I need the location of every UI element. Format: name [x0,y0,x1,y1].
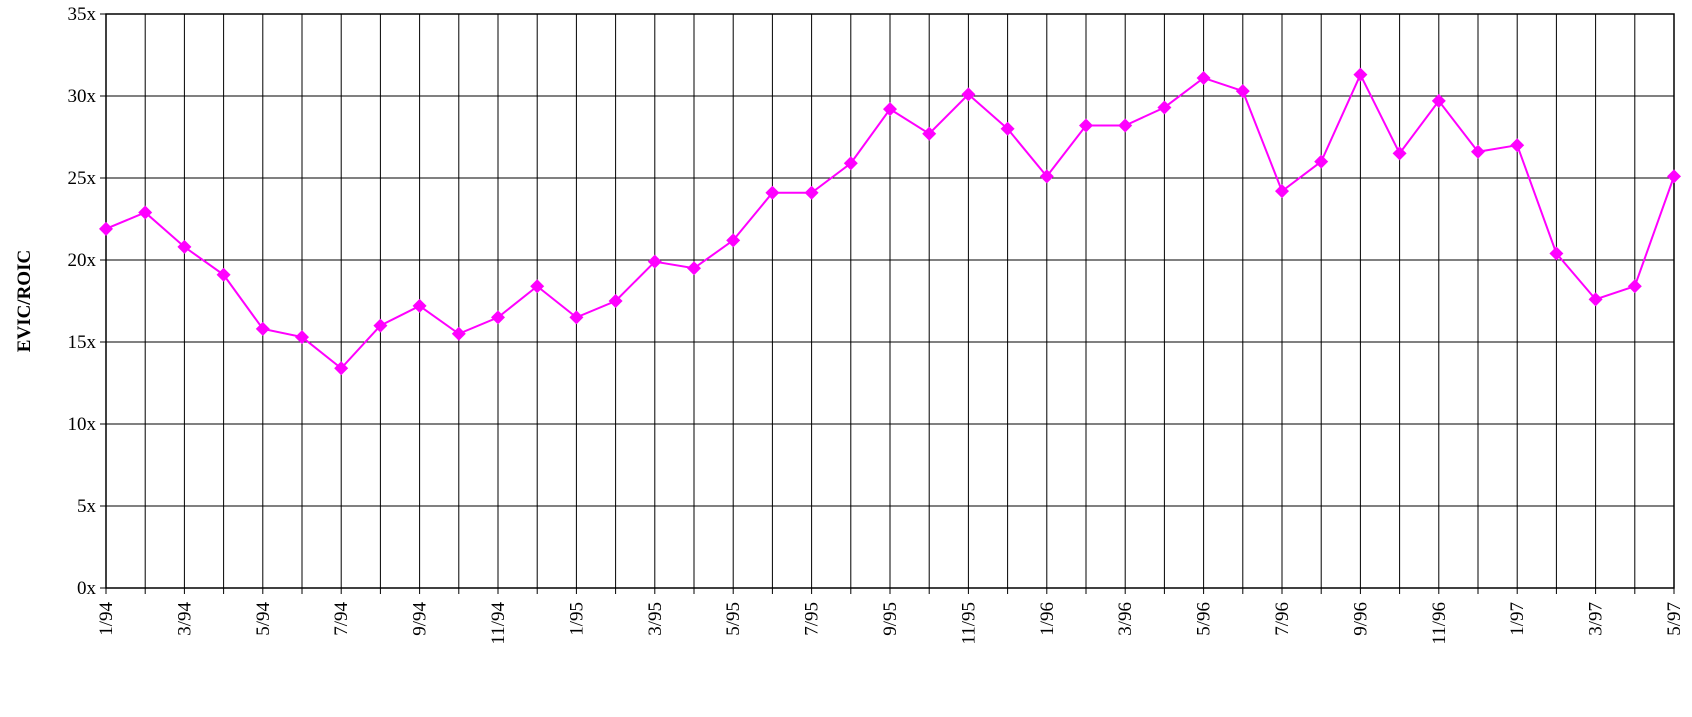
x-tick-label: 5/94 [253,602,274,636]
data-point [608,294,623,308]
x-tick-label: 3/94 [174,602,195,636]
y-tick-label: 0x [77,578,97,599]
data-point [451,326,466,341]
y-tick-label: 35x [68,4,97,25]
data-point [883,102,897,117]
data-point [726,233,741,248]
data-point [1196,70,1211,85]
x-tick-label: 1/96 [1037,602,1058,636]
data-point [216,267,231,282]
data-point [569,310,584,325]
y-tick-label: 30x [68,86,97,107]
y-tick-label: 15x [68,332,97,353]
y-tick-label: 25x [68,168,97,189]
data-point [255,321,270,336]
data-point [1118,118,1133,133]
x-tick-label: 1/94 [96,602,117,636]
data-point [295,330,309,345]
data-point [1471,144,1485,159]
data-point [1431,93,1446,108]
data-point [1392,146,1407,161]
x-tick-label: 3/95 [645,602,666,636]
data-point [1588,292,1603,307]
y-tick-label: 20x [68,250,97,271]
x-tick-label: 3/97 [1586,602,1607,636]
x-tick-label: 9/95 [880,602,901,636]
x-tick-label: 11/95 [958,602,979,645]
data-point [1079,118,1093,133]
data-point [1275,184,1289,199]
x-tick-label: 9/94 [410,602,431,636]
plot-frame [105,13,1675,589]
x-tick-label: 5/95 [723,602,744,636]
y-tick-label: 10x [68,414,97,435]
data-point [1510,138,1525,153]
data-point [99,221,113,236]
x-tick-label: 9/96 [1350,602,1371,636]
data-point [804,185,819,200]
data-point [1000,121,1015,136]
data-point [922,126,937,141]
data-point [647,254,662,269]
data-point [1314,154,1329,169]
data-point [138,205,153,220]
data-point [687,261,701,276]
data-point [1353,67,1368,82]
y-tick-label: 5x [77,496,97,517]
data-point [412,298,427,313]
x-tick-label: 1/95 [566,602,587,636]
data-point [765,185,780,200]
data-point [177,239,192,254]
data-point [1235,84,1250,99]
data-point [1667,169,1681,184]
data-point [1157,100,1172,115]
x-tick-label: 7/95 [802,602,823,636]
data-point [961,87,976,102]
data-point [373,318,388,333]
data-point [843,156,858,171]
x-tick-label: 1/97 [1507,602,1528,636]
x-tick-label: 5/96 [1194,602,1215,636]
data-point [1039,169,1054,184]
x-tick-label: 7/94 [331,602,352,636]
data-point [491,310,505,325]
x-tick-label: 11/96 [1429,602,1450,645]
data-point [530,279,545,294]
x-tick-label: 7/96 [1272,602,1293,636]
x-tick-label: 11/94 [488,602,509,645]
data-point [1627,279,1642,294]
y-axis-label: EVIC/ROIC [14,250,35,352]
data-point [1549,246,1564,261]
x-tick-label: 5/97 [1664,602,1685,636]
x-tick-label: 3/96 [1115,602,1136,636]
data-point [334,361,349,376]
